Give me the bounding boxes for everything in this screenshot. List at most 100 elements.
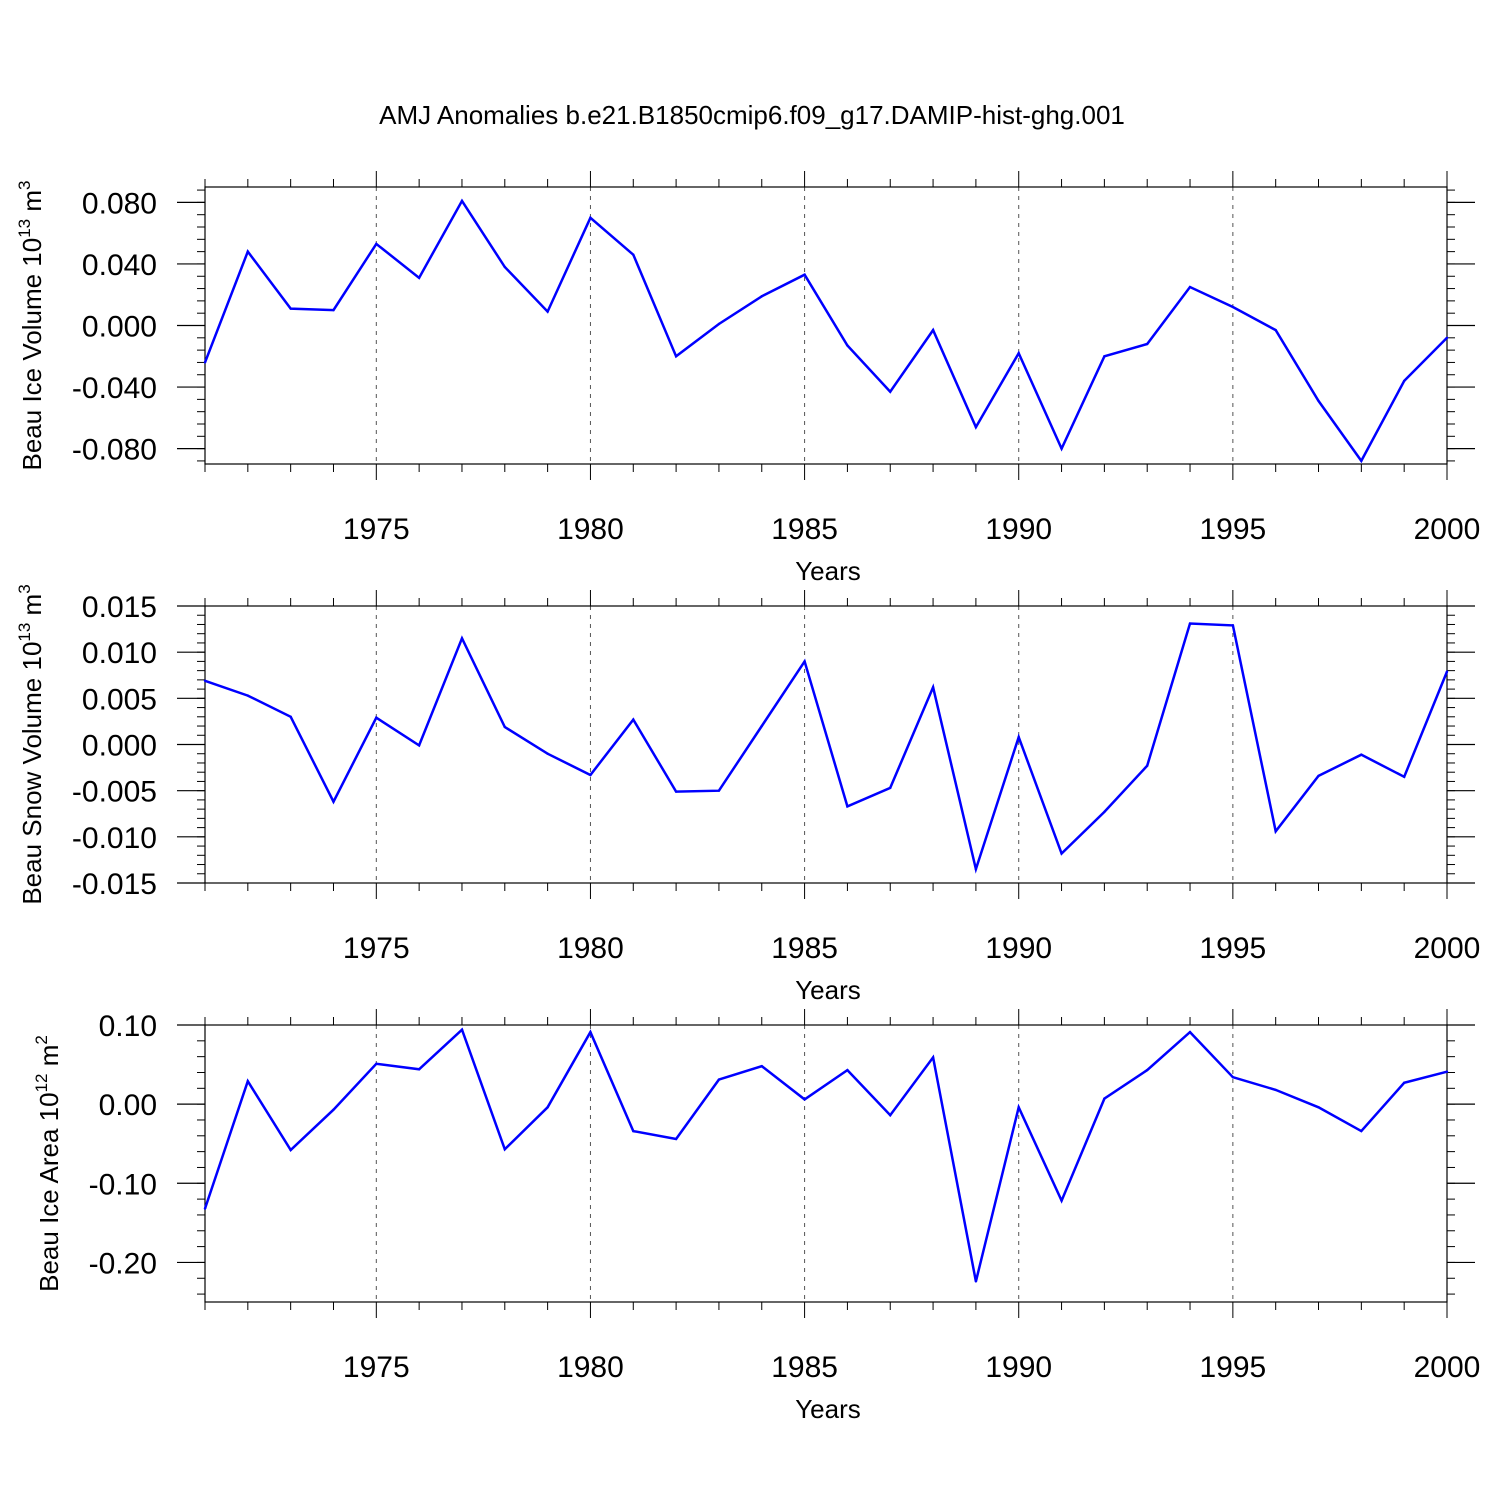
data-point	[1445, 1070, 1449, 1073]
x-tick-label: 1980	[557, 1351, 624, 1384]
data-point	[417, 1068, 421, 1071]
data-point	[1445, 336, 1449, 340]
data-point	[1402, 379, 1406, 383]
y-axis-label: Beau Snow Volume 1013 m3	[15, 584, 47, 904]
data-point	[1017, 735, 1020, 739]
data-point	[1146, 1068, 1149, 1072]
data-point	[203, 1207, 207, 1210]
x-tick-label: 2000	[1414, 932, 1481, 965]
plot-frame	[204, 186, 1448, 465]
data-point	[931, 686, 935, 689]
y-tick-label: -0.10	[89, 1168, 157, 1201]
data-point	[1188, 1030, 1192, 1034]
data-point	[760, 724, 763, 728]
x-axis-label: Years	[795, 556, 861, 586]
data-point	[846, 805, 849, 808]
data-point	[1060, 447, 1063, 450]
x-tick-label: 2000	[1414, 1351, 1481, 1384]
data-point	[589, 773, 592, 777]
x-tick-label: 1975	[343, 513, 410, 546]
data-point	[974, 1280, 978, 1283]
data-point	[246, 250, 250, 253]
x-tick-label: 1975	[343, 1351, 410, 1384]
x-axis-label: Years	[795, 975, 861, 1005]
data-point	[632, 718, 635, 721]
data-point	[1231, 305, 1235, 309]
data-point	[375, 1062, 378, 1065]
y-axis-label: Beau Ice Volume 1013 m3	[15, 181, 47, 471]
data-point	[589, 1030, 592, 1034]
y-tick-label: -0.005	[72, 776, 157, 809]
x-tick-label: 1980	[557, 932, 624, 965]
data-point	[889, 1114, 892, 1117]
data-point	[1274, 328, 1277, 332]
y-tick-label: -0.040	[72, 372, 157, 405]
x-tick-label: 1975	[343, 932, 410, 965]
x-tick-label: 1980	[557, 513, 624, 546]
data-point	[332, 308, 335, 312]
data-point	[717, 789, 721, 792]
data-point	[546, 752, 549, 755]
chart-panel-2: 1975 1980 1985 1990 1995 2000 -0.015 -0.010 -0.0…	[15, 584, 1480, 1005]
data-point	[460, 1028, 464, 1031]
data-point	[674, 355, 678, 358]
data-point	[1017, 1106, 1020, 1109]
chart-panel-1: 1975 1980 1985 1990 1995 2000 -0.080 -0.040 0.00…	[15, 171, 1480, 586]
data-point	[717, 322, 721, 326]
data-point	[632, 1129, 635, 1133]
x-tick-label: 1985	[771, 513, 838, 546]
data-point	[332, 800, 335, 803]
data-point	[1231, 624, 1235, 627]
data-point	[1103, 355, 1106, 358]
data-point	[889, 390, 892, 393]
y-tick-label: 0.000	[82, 730, 157, 763]
data-point	[246, 1079, 250, 1083]
y-tick-label: -0.080	[72, 434, 157, 467]
data-point	[1274, 1088, 1277, 1092]
data-point	[803, 1098, 806, 1101]
y-tick-label: -0.20	[89, 1247, 157, 1280]
x-tick-label: 1990	[985, 1351, 1052, 1384]
data-point	[332, 1108, 335, 1111]
data-point	[203, 361, 207, 364]
y-tick-label: 0.080	[82, 187, 157, 220]
data-point	[503, 1148, 506, 1151]
data-point	[1103, 1097, 1106, 1100]
data-point	[503, 265, 506, 269]
y-tick-label: 0.000	[82, 311, 157, 344]
data-point	[203, 679, 207, 682]
data-point	[1360, 1129, 1363, 1133]
chart-panel-3: 1975 1980 1985 1990 1995 2000 -0.20 -0.10 0.00 0.…	[32, 1009, 1480, 1424]
data-point	[546, 310, 549, 313]
data-point	[460, 199, 464, 203]
y-tick-label: -0.010	[72, 822, 157, 855]
data-point	[1402, 1081, 1406, 1084]
data-point	[1231, 1076, 1235, 1079]
y-tick-label: -0.015	[72, 868, 157, 901]
data-point	[1317, 1106, 1320, 1109]
data-point	[1317, 774, 1320, 778]
data-point	[1360, 459, 1363, 463]
data-point	[931, 1056, 935, 1059]
data-point	[632, 253, 635, 256]
data-point	[503, 725, 506, 729]
data-point	[717, 1078, 721, 1081]
x-tick-label: 1985	[771, 932, 838, 965]
data-point	[246, 694, 250, 697]
data-point	[1317, 399, 1320, 403]
data-point	[1188, 285, 1192, 289]
data-point	[803, 273, 806, 276]
series-line	[204, 622, 1449, 874]
data-point	[1146, 342, 1149, 346]
data-point	[1188, 622, 1192, 625]
data-point	[417, 276, 421, 279]
data-point	[546, 1106, 549, 1109]
data-point	[974, 425, 978, 429]
y-axis-label: Beau Ice Area 1012 m2	[32, 1035, 64, 1292]
data-point	[1360, 753, 1363, 756]
data-point	[1402, 775, 1406, 779]
y-tick-label: 0.010	[82, 637, 157, 670]
x-tick-label: 1985	[771, 1351, 838, 1384]
